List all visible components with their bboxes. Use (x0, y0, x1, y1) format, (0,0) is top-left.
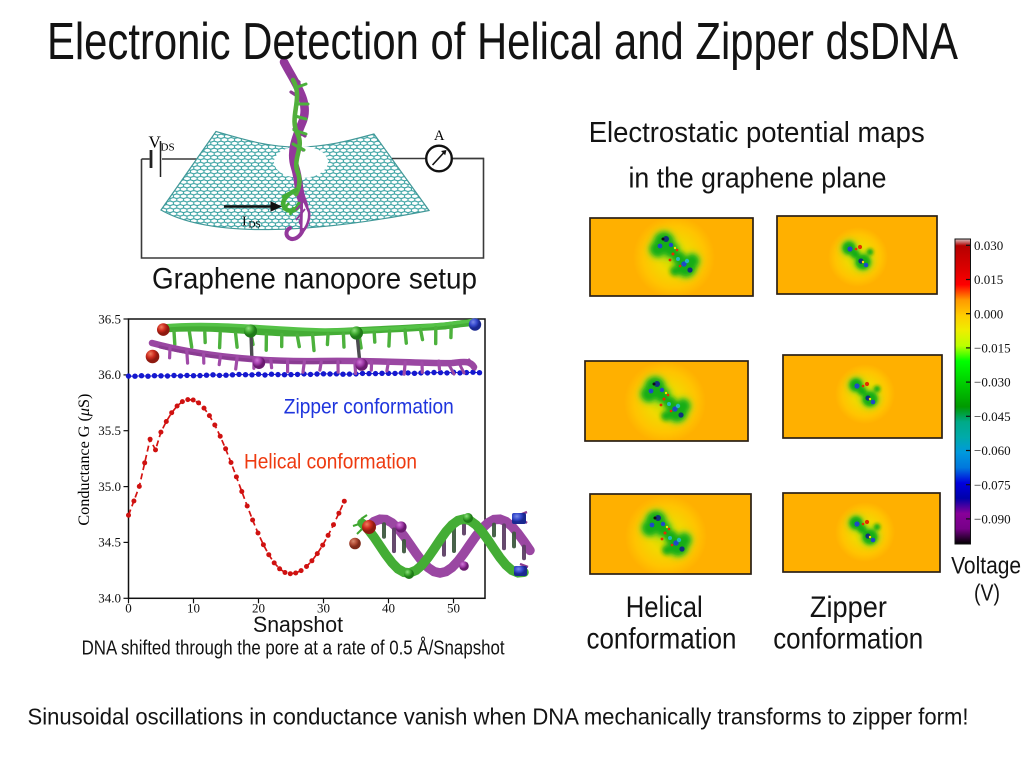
svg-text:Helical conformation: Helical conformation (244, 451, 417, 474)
svg-text:−0.015: −0.015 (974, 341, 1011, 356)
svg-text:35.0: 35.0 (98, 479, 121, 494)
svg-text:Voltage: Voltage (951, 553, 1021, 580)
svg-text:0.015: 0.015 (974, 272, 1003, 287)
svg-text:−0.045: −0.045 (974, 409, 1011, 424)
svg-text:Helical: Helical (626, 591, 703, 624)
svg-text:Snapshot: Snapshot (253, 612, 344, 637)
svg-text:DS: DS (249, 221, 261, 231)
svg-text:DNA shifted through the pore a: DNA shifted through the pore at a rate o… (82, 637, 505, 660)
svg-text:0.000: 0.000 (974, 306, 1003, 321)
svg-text:Sinusoidal oscillations in con: Sinusoidal oscillations in conductance v… (28, 703, 969, 729)
svg-text:−0.030: −0.030 (974, 375, 1011, 390)
svg-text:50: 50 (447, 601, 460, 616)
svg-text:(V): (V) (974, 579, 1000, 605)
svg-text:conformation: conformation (587, 622, 737, 655)
svg-text:Electrostatic potential maps: Electrostatic potential maps (589, 117, 925, 149)
svg-text:−0.075: −0.075 (974, 477, 1011, 492)
svg-text:Graphene nanopore setup: Graphene nanopore setup (152, 263, 477, 296)
svg-text:34.5: 34.5 (98, 535, 121, 550)
svg-text:−0.060: −0.060 (974, 443, 1011, 458)
svg-text:Electronic Detection of Helica: Electronic Detection of Helical and Zipp… (47, 13, 958, 71)
svg-text:36.0: 36.0 (98, 367, 121, 382)
svg-text:Zipper conformation: Zipper conformation (284, 396, 454, 419)
svg-text:10: 10 (187, 601, 200, 616)
svg-text:I: I (242, 215, 247, 230)
svg-text:Zipper: Zipper (810, 591, 887, 624)
svg-text:0: 0 (125, 601, 132, 616)
svg-text:40: 40 (382, 601, 395, 616)
svg-text:0.030: 0.030 (974, 238, 1003, 253)
svg-text:30: 30 (317, 601, 330, 616)
svg-text:A: A (434, 128, 445, 144)
svg-text:−0.090: −0.090 (974, 512, 1011, 527)
svg-text:DS: DS (161, 142, 175, 154)
svg-text:20: 20 (252, 601, 265, 616)
svg-text:Conductance G (μS): Conductance G (μS) (76, 394, 93, 526)
svg-text:in the graphene plane: in the graphene plane (629, 163, 887, 195)
svg-text:conformation: conformation (773, 622, 923, 655)
svg-text:34.0: 34.0 (98, 591, 121, 606)
svg-text:35.5: 35.5 (98, 423, 121, 438)
svg-text:V: V (149, 133, 162, 152)
svg-text:36.5: 36.5 (98, 311, 121, 326)
